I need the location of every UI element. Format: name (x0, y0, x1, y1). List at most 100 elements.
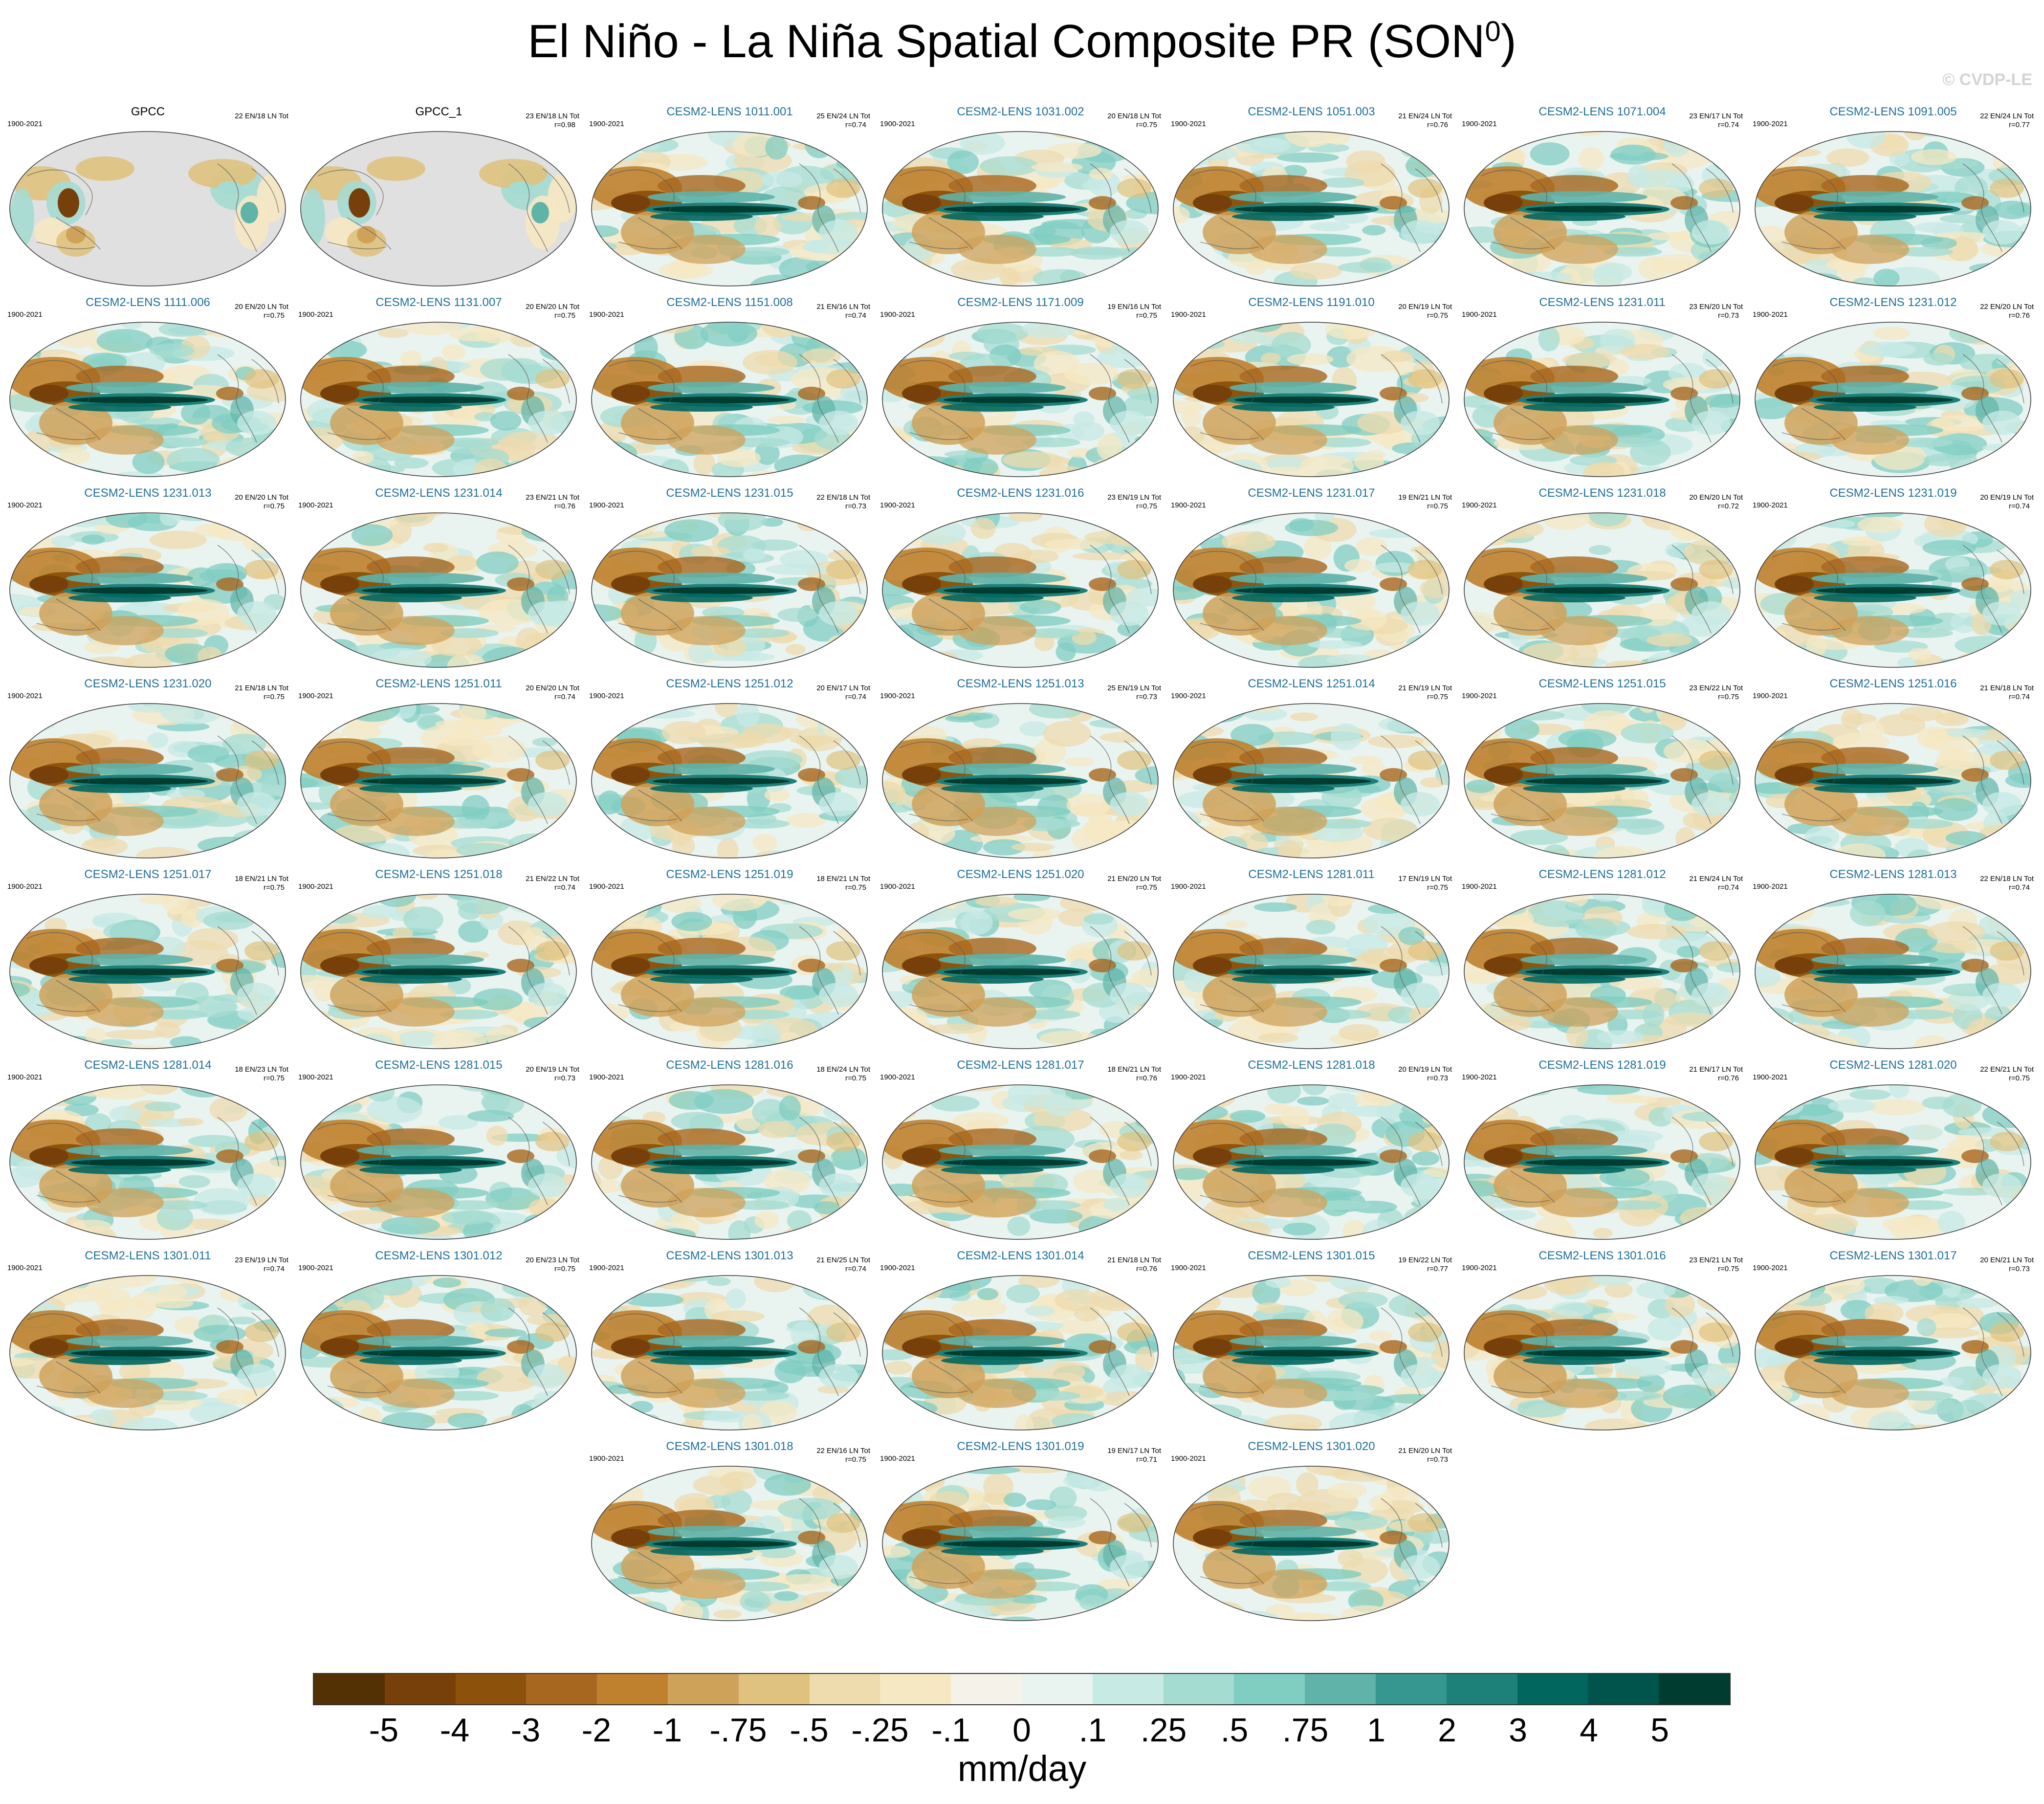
colorbar-swatch (1517, 1674, 1588, 1704)
colorbar-swatch (1659, 1674, 1730, 1704)
panel-years: 1900-2021 (589, 882, 624, 891)
panel-pattern-correlation: r=0.74 (845, 1265, 866, 1273)
panel-years: 1900-2021 (589, 501, 624, 509)
panel-years: 1900-2021 (7, 501, 43, 509)
panel-event-count: 18 EN/24 LN Tot (816, 1065, 870, 1074)
map-panel: CESM2-LENS 1231.019 1900-2021 20 EN/19 LN … (1753, 486, 2034, 672)
map-panel: CESM2-LENS 1251.014 1900-2021 21 EN/19 LN … (1171, 677, 1452, 863)
panel-title: CESM2-LENS 1301.014 (957, 1249, 1084, 1262)
panel-pattern-correlation: r=0.74 (845, 693, 866, 701)
composite-map (1173, 322, 1450, 477)
title-superscript: 0 (1485, 16, 1501, 47)
panel-event-count: 21 EN/18 LN Tot (1980, 684, 2034, 692)
composite-map (591, 512, 868, 668)
panel-title: CESM2-LENS 1281.012 (1538, 868, 1666, 881)
panel-event-count: 21 EN/24 LN Tot (1398, 112, 1452, 120)
panel-title: CESM2-LENS 1231.014 (375, 486, 503, 500)
composite-map (9, 894, 286, 1049)
panel-title: CESM2-LENS 1281.018 (1248, 1058, 1375, 1072)
panel-title: CESM2-LENS 1111.006 (86, 296, 210, 309)
panel-years: 1900-2021 (1171, 1454, 1206, 1463)
panel-title: CESM2-LENS 1251.015 (1538, 677, 1666, 690)
panel-event-count: 20 EN/19 LN Tot (1398, 1065, 1452, 1074)
panel-title: CESM2-LENS 1091.005 (1829, 105, 1957, 118)
composite-map (591, 322, 868, 477)
panel-event-count: 21 EN/24 LN Tot (1689, 875, 1743, 883)
panel-title: CESM2-LENS 1301.019 (957, 1440, 1084, 1453)
colorbar-tick-label: .75 (1282, 1712, 1329, 1749)
colorbar-swatch (667, 1674, 739, 1704)
map-panel: CESM2-LENS 1171.009 1900-2021 19 EN/16 LN … (880, 296, 1161, 482)
panel-pattern-correlation: r=0.74 (2009, 502, 2030, 510)
panel-years: 1900-2021 (1753, 1073, 1788, 1081)
panel-years: 1900-2021 (298, 692, 333, 700)
map-panel: CESM2-LENS 1071.004 1900-2021 23 EN/17 LN … (1462, 105, 1743, 291)
composite-map (300, 1275, 577, 1430)
panel-years: 1900-2021 (1753, 692, 1788, 700)
panel-title: CESM2-LENS 1231.012 (1829, 296, 1957, 309)
colorbar-tick-label: -1 (652, 1712, 682, 1749)
panel-years: 1900-2021 (1753, 120, 1788, 128)
panel-years: 1900-2021 (880, 692, 915, 700)
map-panel: CESM2-LENS 1231.011 1900-2021 23 EN/20 LN … (1462, 296, 1743, 482)
map-panel: CESM2-LENS 1251.012 1900-2021 20 EN/17 LN … (589, 677, 870, 863)
panel-event-count: 20 EN/20 LN Tot (1689, 493, 1743, 502)
panel-title: CESM2-LENS 1281.019 (1538, 1058, 1666, 1072)
panel-years: 1900-2021 (7, 1073, 43, 1081)
panel-years: 1900-2021 (298, 1073, 333, 1081)
map-panel: CESM2-LENS 1281.016 1900-2021 18 EN/24 LN … (589, 1058, 870, 1244)
panel-event-count: 22 EN/24 LN Tot (1980, 112, 2034, 120)
panel-pattern-correlation: r=0.74 (2009, 693, 2030, 701)
panel-years: 1900-2021 (880, 882, 915, 891)
colorbar-swatch (455, 1674, 527, 1704)
map-panel: GPCC_1 23 EN/18 LN Tot r=0.98 (298, 105, 579, 291)
panel-title: CESM2-LENS 1071.004 (1538, 105, 1666, 118)
panel-pattern-correlation: r=0.76 (1136, 1265, 1157, 1273)
panel-title: CESM2-LENS 1251.011 (375, 677, 502, 690)
colorbar-swatch (1021, 1674, 1093, 1704)
composite-map (1173, 131, 1450, 286)
composite-map (882, 1466, 1159, 1621)
panel-title: CESM2-LENS 1251.017 (84, 868, 212, 881)
panel-title: CESM2-LENS 1301.017 (1829, 1249, 1957, 1262)
panel-title: CESM2-LENS 1301.013 (666, 1249, 793, 1262)
panel-title: CESM2-LENS 1231.015 (666, 486, 793, 500)
colorbar-tick-label: -2 (581, 1712, 612, 1749)
colorbar-swatch (526, 1674, 597, 1704)
panel-years: 1900-2021 (589, 692, 624, 700)
colorbar-tick-label: .5 (1220, 1712, 1249, 1749)
panel-years: 1900-2021 (1462, 1264, 1497, 1272)
panel-title: CESM2-LENS 1051.003 (1248, 105, 1375, 118)
panel-title: CESM2-LENS 1281.013 (1829, 868, 1957, 881)
composite-map (1464, 1275, 1740, 1430)
composite-map (1464, 322, 1740, 477)
panel-event-count: 23 EN/20 LN Tot (1689, 303, 1743, 311)
panel-title: CESM2-LENS 1231.016 (957, 486, 1084, 500)
panel-pattern-correlation: r=0.75 (264, 502, 285, 510)
panel-pattern-correlation: r=0.77 (1427, 1265, 1448, 1273)
panel-pattern-correlation: r=0.73 (554, 1074, 575, 1082)
composite-map (1173, 512, 1450, 668)
map-panel: GPCC 1900-2021 22 EN/18 LN Tot (7, 105, 288, 291)
panel-event-count: 19 EN/16 LN Tot (1107, 303, 1161, 311)
panel-title: CESM2-LENS 1301.015 (1248, 1249, 1375, 1262)
map-panel: CESM2-LENS 1231.018 1900-2021 20 EN/20 LN … (1462, 486, 1743, 672)
panel-years: 1900-2021 (7, 1264, 43, 1272)
colorbar-swatch (1092, 1674, 1164, 1704)
map-panel: CESM2-LENS 1251.016 1900-2021 21 EN/18 LN … (1753, 677, 2034, 863)
map-panel: CESM2-LENS 1301.018 1900-2021 22 EN/16 LN … (589, 1440, 870, 1626)
panel-years: 1900-2021 (1171, 501, 1206, 509)
panel-pattern-correlation: r=0.75 (264, 311, 285, 320)
panel-years: 1900-2021 (7, 310, 43, 319)
panel-years: 1900-2021 (880, 1454, 915, 1463)
map-panel: CESM2-LENS 1281.012 1900-2021 21 EN/24 LN … (1462, 868, 1743, 1054)
panel-event-count: 20 EN/20 LN Tot (235, 303, 288, 311)
map-panel: CESM2-LENS 1281.018 1900-2021 20 EN/19 LN … (1171, 1058, 1452, 1244)
map-panel: CESM2-LENS 1301.016 1900-2021 23 EN/21 LN … (1462, 1249, 1743, 1435)
panel-pattern-correlation: r=0.71 (1136, 1455, 1157, 1464)
panel-pattern-correlation: r=0.75 (1136, 502, 1157, 510)
panel-years: 1900-2021 (880, 310, 915, 319)
panel-pattern-correlation: r=0.75 (264, 883, 285, 892)
panel-years: 1900-2021 (1462, 501, 1497, 509)
panel-pattern-correlation: r=0.75 (845, 883, 866, 892)
